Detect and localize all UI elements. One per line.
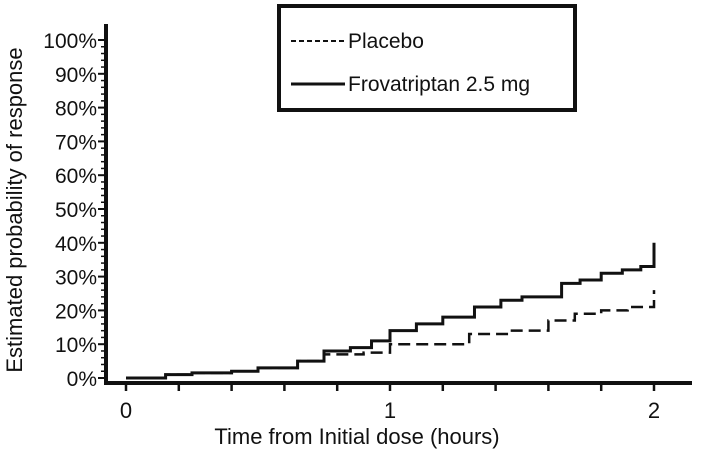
y-tick-label: 40%	[55, 233, 97, 256]
legend: Placebo Frovatriptan 2.5 mg	[277, 4, 577, 112]
y-axis-label: Estimated probability of response	[2, 47, 27, 372]
y-tick-label: 100%	[43, 30, 97, 53]
y-tick-label: 80%	[55, 98, 97, 121]
y-tick-label: 30%	[55, 267, 97, 290]
x-tick-label: 2	[648, 398, 660, 423]
curve-frovatriptan-2-5-mg	[126, 242, 656, 380]
x-tick-label: 0	[120, 398, 132, 423]
x-tick-label: 1	[384, 398, 396, 423]
y-tick-label: 20%	[55, 300, 97, 323]
y-tick-label: 90%	[55, 64, 97, 87]
y-tick-label: 60%	[55, 165, 97, 188]
x-axis-label: Time from Initial dose (hours)	[214, 424, 499, 449]
legend-label-frovatriptan: Frovatriptan 2.5 mg	[348, 73, 530, 96]
y-tick-label: 50%	[55, 199, 97, 222]
legend-box	[277, 4, 577, 112]
y-tick-label: 0%	[67, 368, 97, 391]
y-tick-label: 10%	[55, 334, 97, 357]
legend-label-placebo: Placebo	[348, 30, 424, 53]
y-tick-label: 70%	[55, 131, 97, 154]
